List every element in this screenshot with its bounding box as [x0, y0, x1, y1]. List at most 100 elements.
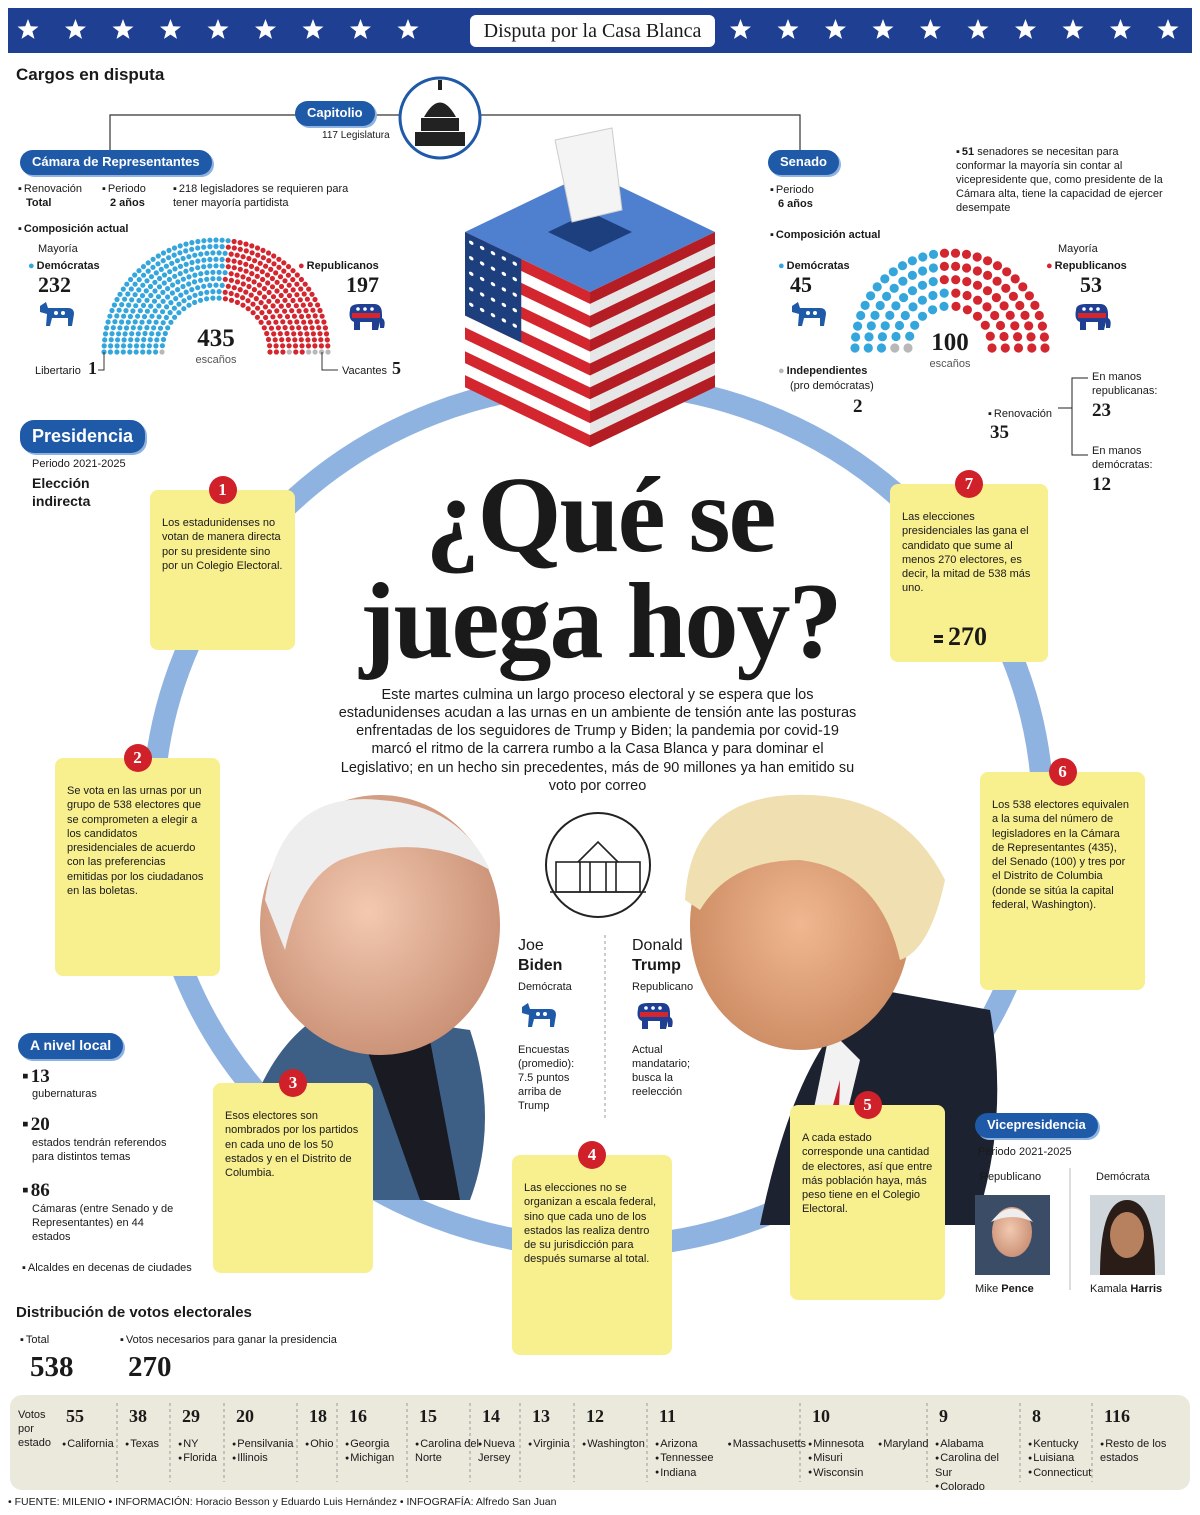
seat [180, 283, 186, 290]
electoral-title: Distribución de votos electorales [16, 1304, 252, 1321]
seat [133, 303, 139, 309]
seat [204, 289, 210, 295]
donkey-icon [40, 302, 74, 326]
seat [234, 279, 241, 285]
seat [198, 290, 204, 297]
step-box: 6 Los 538 electores equivalen a la suma d… [980, 758, 1145, 990]
seat [1026, 332, 1036, 342]
seat [284, 314, 291, 320]
senate-rep: 53 [1080, 272, 1102, 297]
equals-sign [934, 635, 943, 638]
seat [175, 287, 181, 293]
seat [257, 290, 263, 296]
seat [150, 264, 156, 270]
senate-note: 51 senadores se necesitan para conformar… [956, 145, 1171, 215]
seat [990, 310, 1000, 321]
seat [324, 337, 330, 343]
senate-rep-label: Republicanos [1046, 259, 1127, 273]
seat [310, 307, 316, 313]
seat [207, 282, 213, 288]
seat [252, 258, 258, 264]
state: Michigan [345, 1451, 394, 1465]
rep-hands: 23 [1092, 400, 1111, 421]
seat [237, 259, 243, 266]
vice-party: Republicano [980, 1171, 1042, 1183]
state: Tennessee [655, 1451, 713, 1465]
star [730, 19, 751, 39]
seat-group [939, 248, 1050, 353]
seat [270, 294, 277, 300]
seat [234, 292, 240, 298]
seat [189, 266, 195, 272]
rect [438, 80, 442, 90]
headline-line2: juega hoy? [359, 562, 842, 681]
seat [889, 283, 899, 293]
seat [287, 319, 293, 325]
seat [225, 264, 231, 270]
seat [271, 253, 277, 259]
seat [962, 305, 973, 315]
group-states: MinnesotaMisuriWisconsin Maryland [808, 1437, 928, 1480]
seat [292, 337, 298, 343]
seat [240, 274, 246, 280]
seat [900, 310, 910, 321]
seat [294, 272, 300, 278]
seat [280, 343, 286, 349]
seat [125, 319, 131, 325]
electoral-needed: 270 [128, 1351, 172, 1383]
seat [315, 302, 321, 308]
seat [126, 302, 132, 308]
seat [951, 261, 961, 271]
seat [183, 241, 189, 247]
group-states: Carolina del Norte [415, 1437, 485, 1466]
seat [234, 299, 240, 305]
seat [304, 296, 310, 302]
seat [162, 330, 168, 337]
seat [102, 337, 108, 343]
seat-group [890, 343, 913, 353]
seat [171, 305, 177, 311]
seat [885, 310, 895, 320]
group-votes: 20 [236, 1406, 254, 1426]
seat [189, 259, 195, 266]
seat [293, 303, 299, 309]
step-box: 1 Los estadunidenses no votan de manera d… [150, 476, 295, 650]
seat [877, 332, 888, 342]
seat [237, 240, 243, 246]
seat [124, 281, 130, 287]
seat [246, 283, 252, 290]
group-votes: 116 [1104, 1406, 1131, 1426]
seat [180, 276, 186, 282]
senate-ind-sub: (pro demócratas) [790, 380, 874, 392]
seat [1008, 291, 1019, 301]
seat [186, 254, 192, 260]
seat [281, 260, 287, 266]
seat [248, 263, 255, 269]
seat [111, 302, 117, 308]
seat [123, 308, 129, 314]
seat [166, 276, 172, 283]
house-majority-note: 218 legisladores se requieren para tener… [173, 182, 353, 210]
seat [237, 287, 243, 293]
star [112, 19, 134, 39]
seat [195, 238, 201, 245]
cand-last: Biden [518, 957, 563, 974]
elephant-icon [1075, 304, 1111, 330]
renewal-arrows [1058, 377, 1088, 456]
star [302, 19, 324, 39]
seat [1020, 310, 1030, 320]
seat [939, 275, 949, 285]
stripe [590, 243, 715, 317]
seat [269, 284, 276, 290]
stripe [465, 327, 590, 400]
seat [280, 319, 286, 325]
seat [160, 320, 166, 326]
seat [301, 319, 307, 325]
seat [153, 319, 159, 325]
seat [159, 343, 165, 349]
seat [156, 314, 162, 320]
seat [222, 289, 228, 295]
star [825, 19, 846, 39]
group-votes: 12 [586, 1406, 604, 1426]
seat [222, 250, 228, 256]
